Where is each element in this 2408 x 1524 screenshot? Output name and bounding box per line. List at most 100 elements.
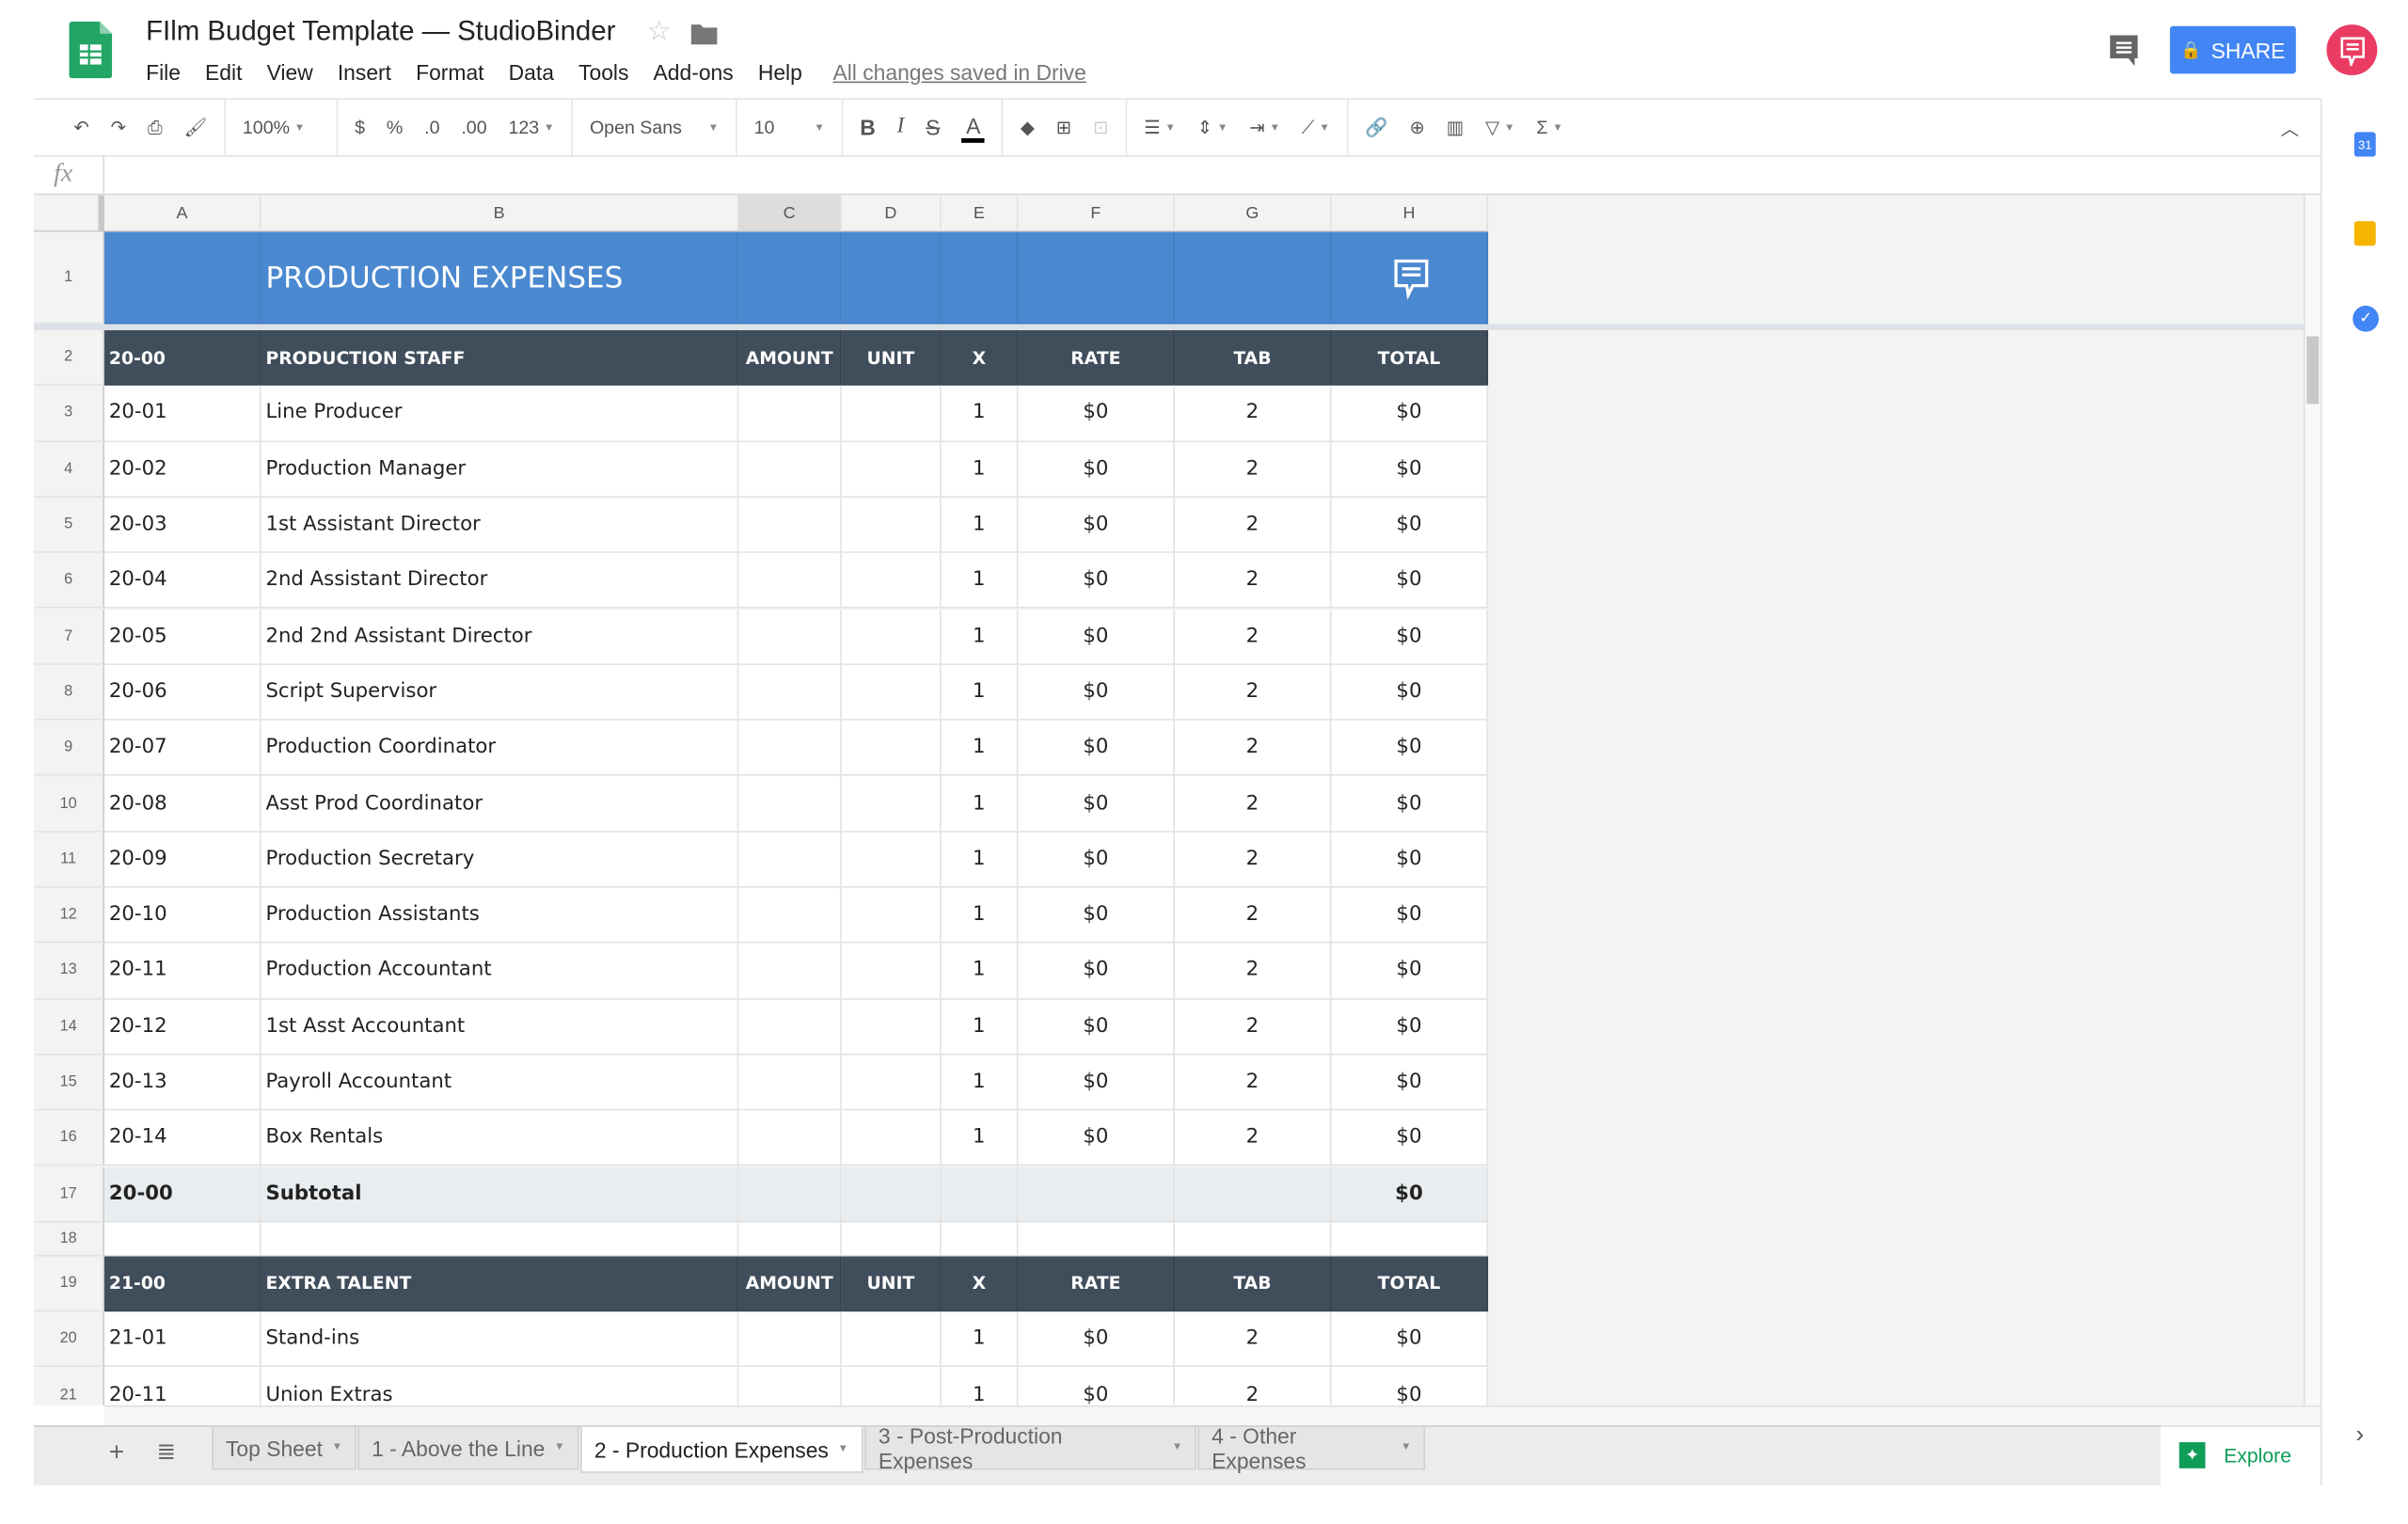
banner-cell[interactable] — [738, 231, 842, 325]
cell-b[interactable]: Production Secretary — [261, 832, 739, 888]
cell-d[interactable] — [841, 497, 942, 554]
row-header[interactable]: 7 — [33, 609, 105, 665]
cell-f[interactable]: $0 — [1018, 720, 1175, 777]
cell-f[interactable]: $0 — [1018, 1311, 1175, 1368]
column-header-g[interactable]: G — [1174, 195, 1332, 232]
row-header[interactable]: 16 — [33, 1110, 105, 1167]
cell-b[interactable]: Payroll Accountant — [261, 1055, 739, 1111]
cell-b[interactable]: Production Manager — [261, 441, 739, 498]
cell-b[interactable]: Production Assistants — [261, 887, 739, 944]
cell-g[interactable]: 2 — [1174, 553, 1332, 610]
cell-f[interactable]: $0 — [1018, 943, 1175, 1000]
cell-g[interactable]: 2 — [1174, 386, 1332, 442]
cell-a[interactable]: 20-08 — [104, 776, 261, 833]
cell-d[interactable] — [841, 1110, 942, 1167]
row-header[interactable]: 21 — [33, 1367, 105, 1405]
cell-c[interactable] — [738, 441, 842, 498]
cell-g[interactable]: TAB — [1174, 330, 1332, 387]
cell-e[interactable] — [941, 1222, 1019, 1257]
cell-e[interactable]: 1 — [941, 441, 1019, 498]
column-header-a[interactable]: A — [104, 195, 261, 232]
cell-e[interactable]: X — [941, 1256, 1019, 1312]
cell-g[interactable]: 2 — [1174, 1311, 1332, 1368]
cell-a[interactable] — [104, 1222, 261, 1257]
filter-icon[interactable]: ▽ ▼ — [1485, 117, 1515, 138]
row-header[interactable]: 20 — [33, 1311, 105, 1368]
column-header-e[interactable]: E — [941, 195, 1019, 232]
cell-g[interactable]: 2 — [1174, 832, 1332, 888]
cell-h[interactable]: $0 — [1331, 1367, 1489, 1405]
cell-g[interactable]: 2 — [1174, 497, 1332, 554]
cell-f[interactable]: $0 — [1018, 1367, 1175, 1405]
add-sheet-icon[interactable]: + — [108, 1437, 125, 1468]
cell-g[interactable]: TAB — [1174, 1256, 1332, 1312]
cell-c[interactable] — [738, 1110, 842, 1167]
cell-f[interactable]: $0 — [1018, 1055, 1175, 1111]
cell-h[interactable]: $0 — [1331, 553, 1489, 610]
cell-c[interactable] — [738, 1222, 842, 1257]
cell-f[interactable]: $0 — [1018, 497, 1175, 554]
spreadsheet-grid[interactable]: A B C D E F G H 1 PRODUCTION EXPENSES 2 20-00 PRODUC… — [33, 195, 2304, 1405]
row-header[interactable]: 3 — [33, 386, 105, 442]
row-header[interactable]: 8 — [33, 664, 105, 721]
row-header[interactable]: 15 — [33, 1055, 105, 1111]
cell-e[interactable]: 1 — [941, 1110, 1019, 1167]
cell-h[interactable]: $0 — [1331, 720, 1489, 777]
column-header-c[interactable]: C — [738, 195, 842, 232]
frozen-divider[interactable] — [33, 324, 2304, 331]
cell-f[interactable] — [1018, 1166, 1175, 1223]
cell-a[interactable]: 20-14 — [104, 1110, 261, 1167]
cell-g[interactable]: 2 — [1174, 1110, 1332, 1167]
cell-g[interactable] — [1174, 1166, 1332, 1223]
cell-c[interactable] — [738, 553, 842, 610]
cell-b[interactable]: PRODUCTION STAFF — [261, 330, 739, 387]
sheet-tab[interactable]: 1 - Above the Line ▼ — [357, 1426, 579, 1470]
cell-f[interactable]: $0 — [1018, 999, 1175, 1056]
menu-help[interactable]: Help — [757, 59, 802, 85]
cell-b[interactable]: 1st Asst Accountant — [261, 999, 739, 1056]
cell-g[interactable]: 2 — [1174, 999, 1332, 1056]
cell-d[interactable] — [841, 776, 942, 833]
cell-g[interactable]: 2 — [1174, 1055, 1332, 1111]
borders-icon[interactable]: ⊞ — [1055, 117, 1072, 138]
insert-chart-icon[interactable]: ▥ — [1446, 117, 1465, 138]
row-header[interactable]: 18 — [33, 1222, 105, 1257]
menu-insert[interactable]: Insert — [337, 59, 391, 85]
cell-b[interactable] — [261, 1222, 739, 1257]
cell-f[interactable]: RATE — [1018, 330, 1175, 387]
cell-a[interactable]: 20-02 — [104, 441, 261, 498]
cell-d[interactable]: UNIT — [841, 330, 942, 387]
strikethrough-button[interactable]: S — [926, 115, 941, 140]
cell-g[interactable]: 2 — [1174, 943, 1332, 1000]
cell-g[interactable]: 2 — [1174, 609, 1332, 665]
sheet-tab[interactable]: 4 - Other Expenses ▼ — [1197, 1423, 1426, 1472]
scrollbar-thumb[interactable] — [2306, 336, 2320, 405]
functions-icon[interactable]: Σ ▼ — [1536, 117, 1563, 138]
cell-c[interactable] — [738, 720, 842, 777]
cell-a[interactable]: 20-04 — [104, 553, 261, 610]
cell-d[interactable] — [841, 1166, 942, 1223]
row-header[interactable]: 4 — [33, 441, 105, 498]
cell-b[interactable]: Box Rentals — [261, 1110, 739, 1167]
cell-d[interactable] — [841, 943, 942, 1000]
cell-h[interactable]: $0 — [1331, 664, 1489, 721]
menu-file[interactable]: File — [146, 59, 181, 85]
cell-e[interactable]: 1 — [941, 832, 1019, 888]
cell-e[interactable]: 1 — [941, 720, 1019, 777]
cell-g[interactable]: 2 — [1174, 887, 1332, 944]
select-all-corner[interactable] — [33, 195, 105, 232]
insert-comment-icon[interactable]: ⊕ — [1409, 117, 1425, 138]
cell-a[interactable]: 20-06 — [104, 664, 261, 721]
cell-d[interactable] — [841, 720, 942, 777]
cell-e[interactable]: 1 — [941, 776, 1019, 833]
cell-h[interactable]: $0 — [1331, 1110, 1489, 1167]
banner-cell[interactable] — [1331, 231, 1489, 325]
cell-e[interactable]: 1 — [941, 497, 1019, 554]
cell-e[interactable]: 1 — [941, 943, 1019, 1000]
cell-g[interactable] — [1174, 1222, 1332, 1257]
italic-button[interactable]: I — [896, 115, 905, 138]
paint-format-icon[interactable]: 🖌 — [183, 117, 208, 138]
fill-color-icon[interactable]: ◆ — [1020, 117, 1035, 138]
tasks-icon[interactable]: ✓ — [2353, 305, 2379, 332]
cell-d[interactable] — [841, 1367, 942, 1405]
